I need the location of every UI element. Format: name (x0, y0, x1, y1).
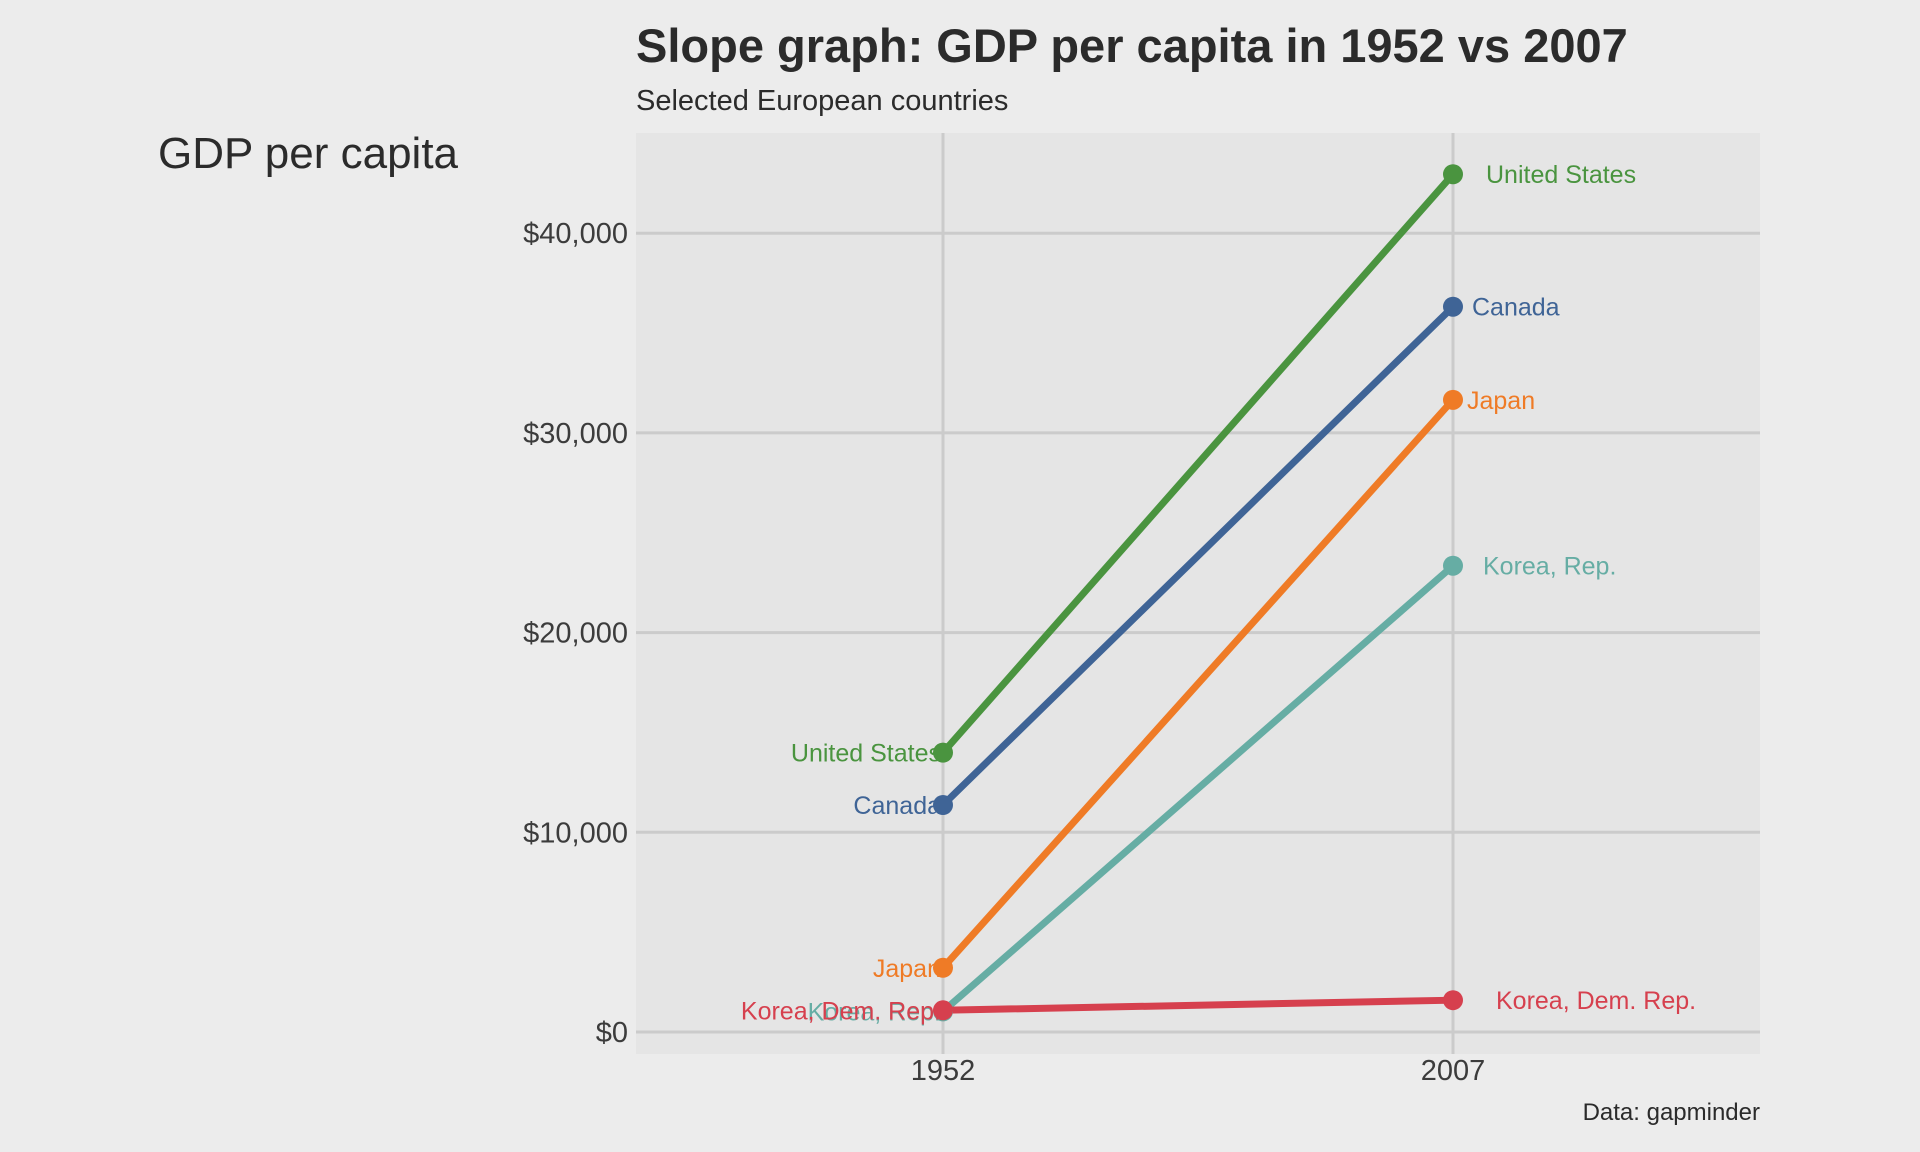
series-line (939, 562, 1457, 1015)
point-label-1952: Korea, Rep. (808, 998, 941, 1026)
y-tick-label: $10,000 (523, 817, 628, 849)
point-label-1952: Canada (853, 792, 941, 820)
x-tick-label: 2007 (1421, 1055, 1486, 1087)
chart-caption: Data: gapminder (1583, 1099, 1760, 1126)
data-point-2007 (1443, 990, 1463, 1011)
point-label-2007: Canada (1472, 294, 1560, 322)
y-tick-label: $40,000 (523, 218, 628, 250)
data-point-1952 (933, 957, 953, 978)
data-point-1952 (933, 742, 953, 763)
x-tick-label: 1952 (911, 1055, 976, 1087)
point-label-2007: United States (1486, 161, 1636, 189)
y-tick-label: $20,000 (523, 618, 628, 650)
y-tick-label: $0 (596, 1017, 628, 1049)
series-group (933, 164, 1463, 1022)
chart-title: Slope graph: GDP per capita in 1952 vs 2… (636, 19, 1628, 72)
point-labels: United States United States Canada Canada Ja… (741, 161, 1696, 1026)
data-point-1952 (933, 1000, 953, 1021)
data-point-2007 (1443, 555, 1463, 576)
series-line (939, 303, 1457, 809)
y-axis-ticks: $0 $10,000 $20,000 $30,000 $40,000 (523, 218, 628, 1049)
data-point-2007 (1443, 389, 1463, 410)
chart-subtitle: Selected European countries (636, 85, 1008, 117)
series-line (939, 170, 1457, 757)
y-tick-label: $30,000 (523, 418, 628, 450)
plot-panel (636, 133, 1760, 1054)
point-label-1952: Japan (873, 955, 941, 983)
y-axis-title: GDP per capita (158, 129, 459, 178)
point-label-2007: Korea, Dem. Rep. (1496, 987, 1696, 1015)
series-line (939, 996, 1457, 1014)
x-axis-ticks: 1952 2007 (911, 1055, 1486, 1087)
data-point-2007 (1443, 164, 1463, 185)
data-point-2007 (1443, 296, 1463, 317)
point-label-1952: United States (791, 740, 941, 768)
data-point-1952 (933, 795, 953, 816)
series-line (939, 396, 1457, 972)
gridlines (636, 133, 1760, 1054)
point-label-2007: Japan (1467, 387, 1535, 415)
point-label-1952: Korea, Dem. Rep. (741, 997, 941, 1025)
point-label-2007: Korea, Rep. (1483, 553, 1616, 581)
